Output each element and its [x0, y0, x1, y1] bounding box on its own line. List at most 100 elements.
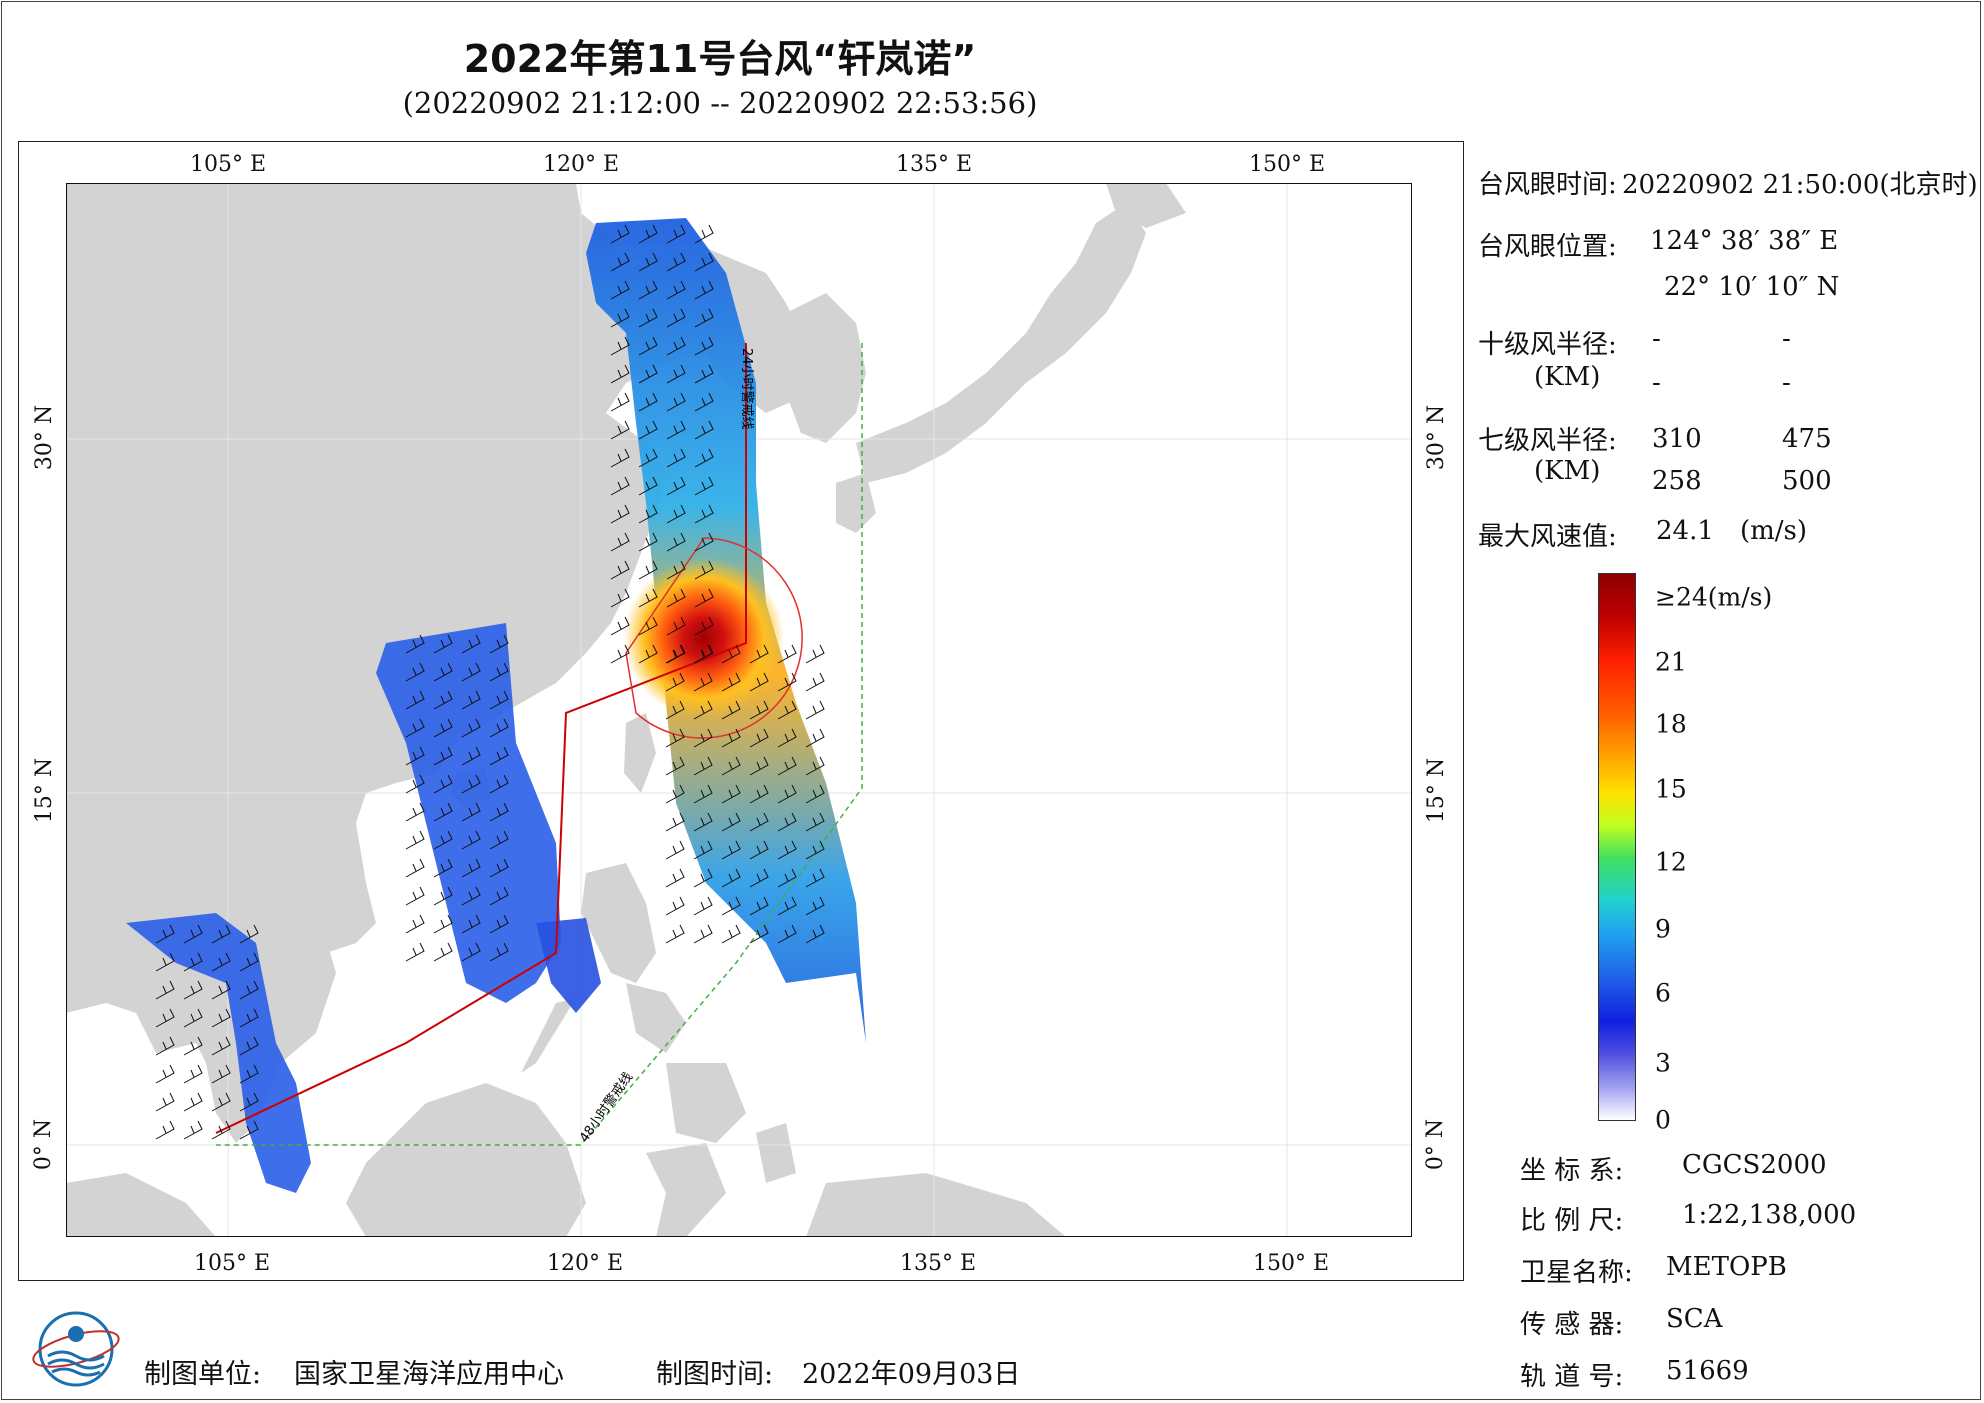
wind-barb — [665, 924, 685, 944]
wind-barb — [433, 690, 453, 710]
r10-unit: (KM) — [1534, 362, 1601, 392]
wind-barb — [638, 532, 658, 552]
wind-barb — [610, 644, 630, 664]
wind-barb — [461, 774, 481, 794]
borneo — [346, 1083, 586, 1237]
colorbar-label-12: 12 — [1655, 847, 1687, 877]
wind-barb — [777, 896, 797, 916]
wind-barb — [749, 700, 769, 720]
wind-barb — [489, 718, 509, 738]
r10-value-nw: - — [1782, 368, 1791, 398]
mindanao — [666, 1063, 746, 1143]
warning-line-24h — [215, 343, 747, 1134]
wind-barb — [155, 1120, 175, 1140]
eye-time-label: 台风眼时间: — [1478, 170, 1617, 200]
scale-label: 比 例 尺: — [1520, 1206, 1624, 1236]
wind-barb — [461, 858, 481, 878]
taiwan — [624, 713, 656, 793]
max-wind-value: 24.1 — [1656, 516, 1714, 546]
wind-barb — [805, 896, 825, 916]
wind-barb — [638, 392, 658, 412]
graticule — [66, 183, 1412, 1237]
r10-value-se: - — [1782, 324, 1791, 354]
wind-barb — [805, 672, 825, 692]
wind-barb — [433, 886, 453, 906]
wind-barb — [805, 812, 825, 832]
lat-tick-left-30: 30° N — [32, 404, 58, 471]
wind-barb — [721, 812, 741, 832]
japan-hokkaido — [1106, 183, 1186, 228]
lon-tick-bottom-150: 150° E — [1252, 1251, 1330, 1276]
wind-barb — [805, 784, 825, 804]
wind-barb — [461, 662, 481, 682]
wind-barb — [183, 1036, 203, 1056]
wind-barb — [405, 690, 425, 710]
wind-barb — [694, 588, 714, 608]
palawan — [521, 998, 576, 1073]
lat-tick-right-0: 0° N — [1423, 1118, 1449, 1171]
wind-barb — [610, 420, 630, 440]
wind-barb — [777, 672, 797, 692]
eye-longitude: 124° 38′ 38″ E — [1650, 226, 1839, 256]
wind-barb — [183, 1092, 203, 1112]
wind-barb — [638, 364, 658, 384]
r7-value-sw: 258 — [1652, 466, 1702, 496]
r7-unit: (KM) — [1534, 456, 1601, 486]
wind-barb — [405, 942, 425, 962]
wind-barb — [749, 784, 769, 804]
wind-barb — [461, 634, 481, 654]
wind-barb — [610, 252, 630, 272]
wind-barb — [433, 746, 453, 766]
wind-barb — [239, 952, 259, 972]
map-subtitle: (20220902 21:12:00 -- 20220902 22:53:56) — [402, 86, 1038, 120]
wind-barb — [721, 896, 741, 916]
wind-barb — [665, 812, 685, 832]
wind-barb — [461, 886, 481, 906]
wind-barb — [721, 672, 741, 692]
wind-barb — [805, 644, 825, 664]
orbit-value: 51669 — [1666, 1356, 1749, 1386]
wind-barb — [693, 756, 713, 776]
wind-barb — [155, 1092, 175, 1112]
wind-barb — [694, 392, 714, 412]
lat-tick-left-0: 0° N — [31, 1118, 57, 1171]
wind-barb — [461, 914, 481, 934]
wind-barb — [183, 952, 203, 972]
wind-map[interactable]: 24小时警戒线 48小时警戒线 — [66, 183, 1412, 1237]
lon-tick-top-105: 105° E — [189, 152, 267, 177]
swath-west — [126, 913, 311, 1193]
wind-barb — [610, 364, 630, 384]
wind-barb — [666, 588, 686, 608]
wind-barb — [777, 700, 797, 720]
crs-value: CGCS2000 — [1682, 1150, 1827, 1180]
mainland-asia — [66, 183, 811, 1053]
wind-barb — [638, 560, 658, 580]
colorbar-label-0: 0 — [1655, 1105, 1671, 1135]
wind-barb — [610, 532, 630, 552]
wind-barb — [638, 280, 658, 300]
wind-barb — [489, 802, 509, 822]
wind-barb — [405, 830, 425, 850]
wind-barb — [638, 588, 658, 608]
wind-barb — [749, 644, 769, 664]
wind-barb — [665, 700, 685, 720]
land — [66, 183, 1186, 1237]
wind-barb — [405, 718, 425, 738]
wind-barb — [638, 308, 658, 328]
eye-time-value: 20220902 21:50:00(北京时) — [1622, 170, 1978, 200]
wind-barb — [777, 812, 797, 832]
wind-barb — [610, 308, 630, 328]
new-guinea — [806, 1173, 1066, 1237]
wind-barb — [665, 644, 685, 664]
wind-barb — [461, 718, 481, 738]
satellite-label: 卫星名称: — [1520, 1258, 1633, 1288]
wind-barb — [211, 1036, 231, 1056]
wind-barb — [777, 728, 797, 748]
colorbar-label-21: 21 — [1655, 647, 1687, 677]
wind-barb — [666, 280, 686, 300]
map-outer-frame — [18, 141, 1464, 1281]
wind-barb — [721, 728, 741, 748]
wind-barb — [211, 1064, 231, 1084]
wind-barb — [693, 896, 713, 916]
